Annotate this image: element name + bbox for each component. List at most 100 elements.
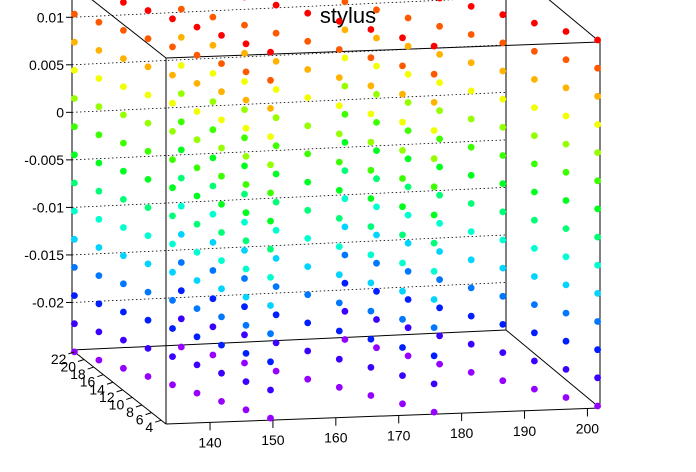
data-point [209, 13, 217, 21]
y-tick-label: 16 [80, 374, 96, 390]
data-point [341, 139, 349, 146]
data-point [71, 67, 78, 74]
data-point [341, 251, 349, 259]
data-point [267, 302, 274, 309]
data-point [562, 309, 570, 317]
data-point [304, 347, 312, 355]
data-point [120, 139, 127, 147]
data-point [335, 215, 343, 222]
x-tick-label: 150 [261, 432, 285, 448]
data-point [373, 119, 380, 126]
data-point [272, 283, 280, 290]
grid-layer [71, 0, 507, 303]
data-point [304, 291, 312, 299]
data-point [304, 37, 312, 45]
data-point [373, 62, 380, 70]
data-point [341, 195, 349, 203]
data-point [177, 259, 185, 266]
data-point [144, 119, 152, 127]
data-point [562, 225, 570, 233]
data-point [218, 398, 225, 405]
box-edge [505, 329, 601, 409]
data-point [169, 381, 176, 389]
data-point [399, 315, 406, 323]
data-point [467, 171, 475, 179]
data-point [562, 253, 570, 261]
data-point [367, 364, 375, 371]
data-point [404, 296, 412, 303]
y-tick-mark [145, 412, 152, 416]
data-point [120, 280, 127, 288]
data-point [404, 99, 412, 106]
z-tick-label: 0 [56, 104, 64, 120]
data-point [209, 267, 217, 274]
data-point [594, 205, 601, 213]
data-point [267, 217, 274, 225]
data-point [272, 170, 280, 178]
data-point [341, 26, 349, 34]
data-point [399, 34, 406, 42]
z-gridline [71, 139, 507, 161]
data-point [373, 344, 380, 352]
data-point [594, 36, 601, 44]
data-point [177, 62, 185, 69]
frame-layer [71, 0, 601, 425]
data-point [144, 204, 152, 212]
data-point [367, 166, 375, 174]
data-point [335, 383, 343, 391]
data-point [267, 245, 274, 253]
data-point [335, 355, 343, 363]
data-point [242, 124, 250, 132]
data-point [95, 272, 103, 279]
data-point [169, 156, 176, 164]
data-point [594, 374, 601, 382]
data-point [341, 0, 349, 6]
data-point [193, 220, 201, 228]
data-point [335, 17, 343, 25]
data-point [169, 184, 176, 192]
data-point [436, 107, 443, 115]
data-point [218, 144, 225, 152]
box-edge [71, 349, 167, 425]
data-point [562, 112, 570, 120]
data-point [367, 138, 375, 146]
data-point [499, 95, 507, 103]
data-point [562, 28, 570, 35]
data-point [209, 98, 217, 105]
data-point [467, 87, 475, 95]
data-point [177, 202, 185, 210]
data-point [531, 19, 538, 27]
data-point [241, 78, 248, 85]
data-point [594, 121, 601, 128]
data-point [209, 126, 217, 134]
y-tick-label: 8 [126, 404, 134, 420]
data-point [467, 143, 475, 151]
data-point [341, 167, 349, 175]
data-point [209, 210, 217, 218]
data-point [218, 172, 225, 180]
data-point [531, 385, 538, 393]
data-point [399, 400, 406, 408]
data-point [272, 114, 280, 122]
data-point [594, 233, 601, 241]
data-point [169, 353, 176, 360]
data-point [169, 240, 176, 248]
data-point [193, 136, 201, 144]
y-tick-mark [68, 351, 75, 355]
data-point [169, 43, 176, 51]
data-point [399, 175, 406, 182]
data-point [272, 86, 280, 93]
data-point [373, 6, 380, 14]
y-tick-label: 6 [136, 412, 144, 428]
data-point [367, 279, 375, 287]
data-point [242, 406, 250, 414]
data-point [436, 360, 443, 368]
data-point [241, 106, 248, 113]
z-gridline [71, 91, 507, 113]
data-point [272, 311, 280, 319]
data-point [241, 21, 248, 29]
data-point [71, 207, 78, 215]
data-point [430, 380, 438, 388]
data-point [71, 38, 78, 46]
data-point [562, 140, 570, 148]
